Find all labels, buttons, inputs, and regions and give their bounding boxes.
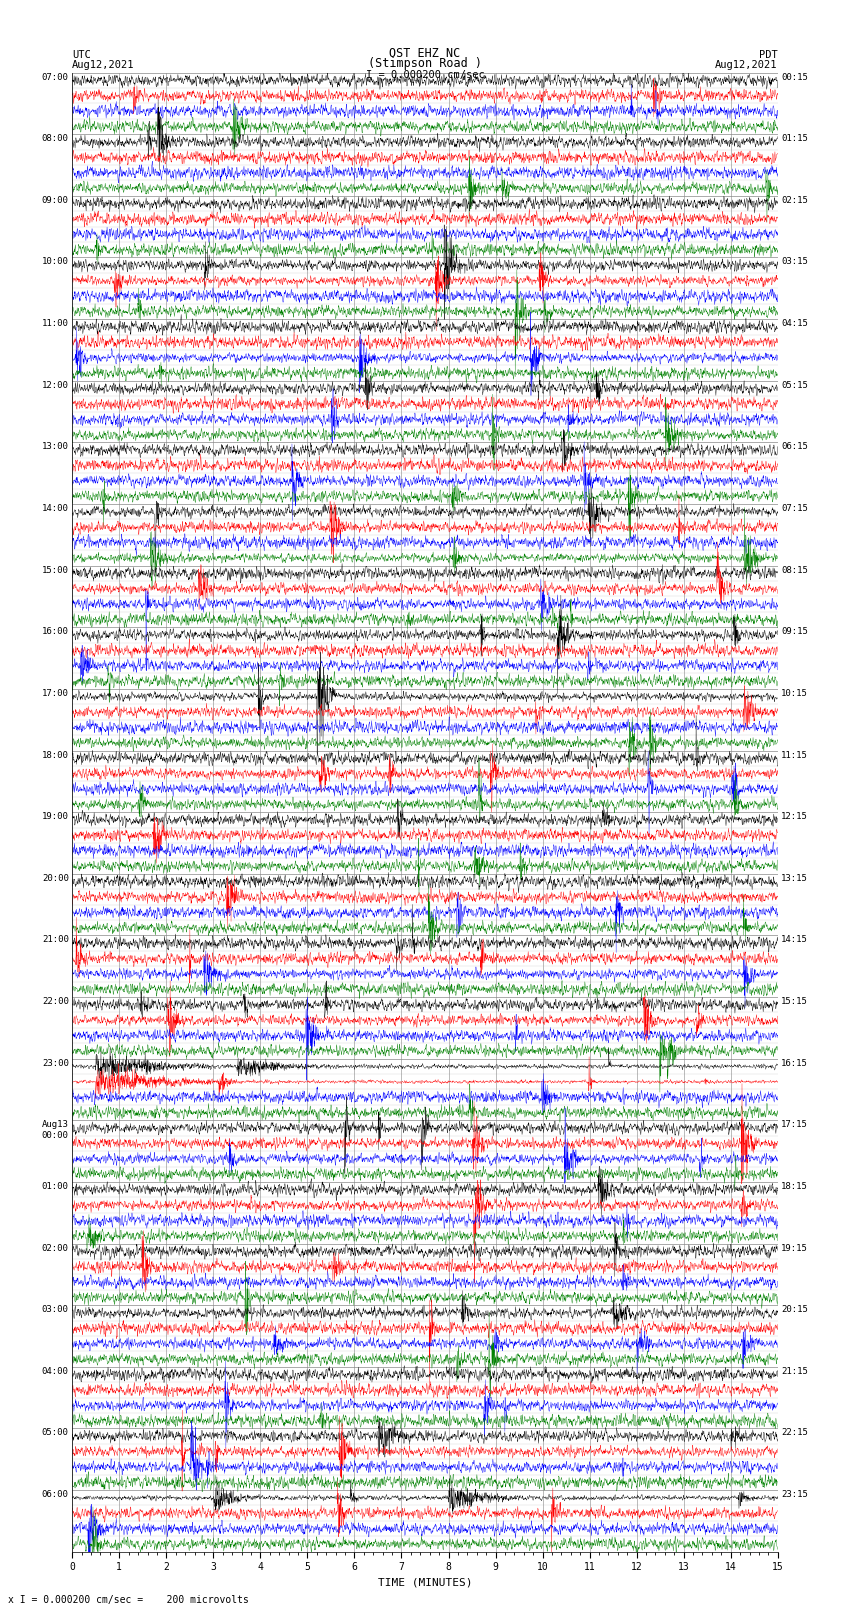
Text: 02:00: 02:00 [42, 1244, 69, 1253]
Text: 02:15: 02:15 [781, 195, 808, 205]
Text: 03:00: 03:00 [42, 1305, 69, 1315]
Text: 05:00: 05:00 [42, 1429, 69, 1437]
Text: 12:00: 12:00 [42, 381, 69, 390]
Text: 15:00: 15:00 [42, 566, 69, 574]
Text: 23:15: 23:15 [781, 1490, 808, 1498]
Text: 18:00: 18:00 [42, 750, 69, 760]
Text: 14:00: 14:00 [42, 503, 69, 513]
Text: 20:00: 20:00 [42, 874, 69, 882]
Text: OST EHZ NC: OST EHZ NC [389, 47, 461, 60]
Text: 01:15: 01:15 [781, 134, 808, 144]
Text: 17:00: 17:00 [42, 689, 69, 698]
Text: 04:00: 04:00 [42, 1366, 69, 1376]
Text: 22:00: 22:00 [42, 997, 69, 1007]
Text: PDT: PDT [759, 50, 778, 60]
Text: 16:00: 16:00 [42, 627, 69, 636]
Text: 19:00: 19:00 [42, 813, 69, 821]
Text: 11:15: 11:15 [781, 750, 808, 760]
Text: 20:15: 20:15 [781, 1305, 808, 1315]
Text: 12:15: 12:15 [781, 813, 808, 821]
Text: UTC: UTC [72, 50, 91, 60]
Text: 10:00: 10:00 [42, 258, 69, 266]
Text: 05:15: 05:15 [781, 381, 808, 390]
Text: 21:15: 21:15 [781, 1366, 808, 1376]
Text: 16:15: 16:15 [781, 1058, 808, 1068]
Text: 09:00: 09:00 [42, 195, 69, 205]
Text: 13:00: 13:00 [42, 442, 69, 452]
Text: 19:15: 19:15 [781, 1244, 808, 1253]
Text: 00:15: 00:15 [781, 73, 808, 82]
Text: 04:15: 04:15 [781, 319, 808, 327]
X-axis label: TIME (MINUTES): TIME (MINUTES) [377, 1578, 473, 1587]
Text: 01:00: 01:00 [42, 1182, 69, 1190]
Text: 06:15: 06:15 [781, 442, 808, 452]
Text: 17:15: 17:15 [781, 1121, 808, 1129]
Text: 21:00: 21:00 [42, 936, 69, 944]
Text: Aug12,2021: Aug12,2021 [715, 60, 778, 71]
Text: Aug12,2021: Aug12,2021 [72, 60, 135, 71]
Text: 13:15: 13:15 [781, 874, 808, 882]
Text: 18:15: 18:15 [781, 1182, 808, 1190]
Text: 07:15: 07:15 [781, 503, 808, 513]
Text: (Stimpson Road ): (Stimpson Road ) [368, 56, 482, 71]
Text: 11:00: 11:00 [42, 319, 69, 327]
Text: I = 0.000200 cm/sec: I = 0.000200 cm/sec [366, 69, 484, 79]
Text: 15:15: 15:15 [781, 997, 808, 1007]
Text: 14:15: 14:15 [781, 936, 808, 944]
Text: 08:00: 08:00 [42, 134, 69, 144]
Text: 23:00: 23:00 [42, 1058, 69, 1068]
Text: 06:00: 06:00 [42, 1490, 69, 1498]
Text: 08:15: 08:15 [781, 566, 808, 574]
Text: x I = 0.000200 cm/sec =    200 microvolts: x I = 0.000200 cm/sec = 200 microvolts [8, 1595, 249, 1605]
Text: 03:15: 03:15 [781, 258, 808, 266]
Text: 10:15: 10:15 [781, 689, 808, 698]
Text: Aug13
00:00: Aug13 00:00 [42, 1121, 69, 1140]
Text: 07:00: 07:00 [42, 73, 69, 82]
Text: 22:15: 22:15 [781, 1429, 808, 1437]
Text: 09:15: 09:15 [781, 627, 808, 636]
